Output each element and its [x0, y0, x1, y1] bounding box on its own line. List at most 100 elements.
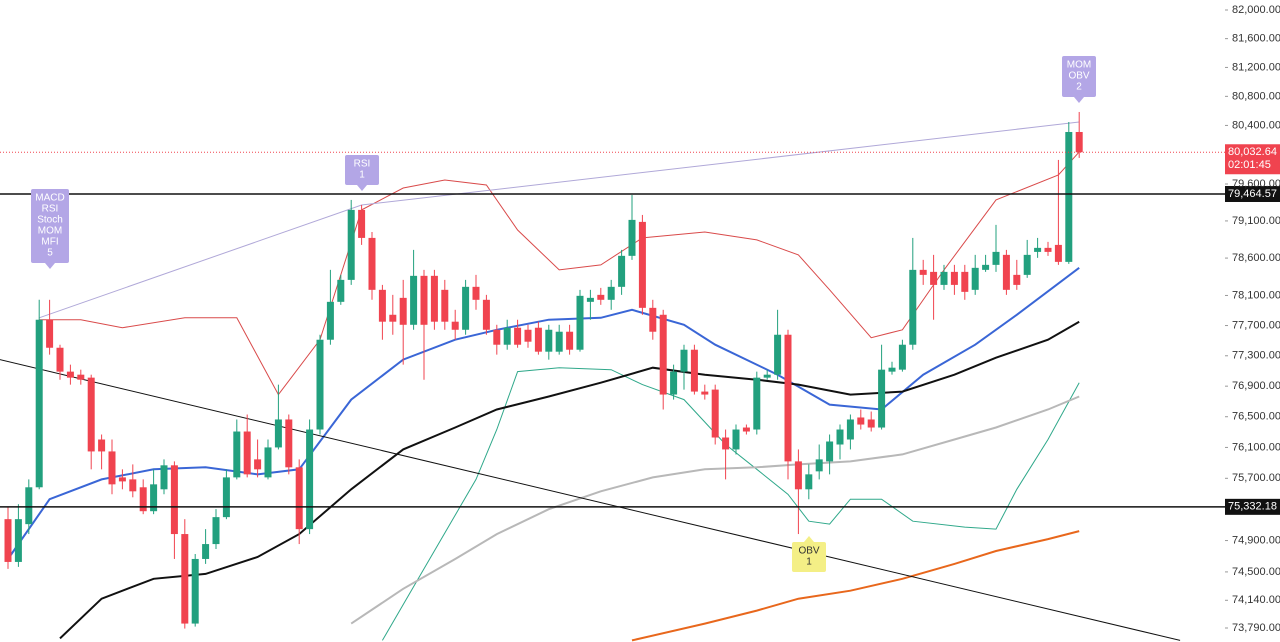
candle-body — [618, 255, 626, 287]
candle-body — [732, 429, 740, 450]
candle-body — [430, 275, 438, 322]
y-tick-label: 76,100.00 — [1232, 441, 1280, 453]
badge-pointer — [804, 536, 814, 542]
badge-text: RSI — [354, 159, 371, 170]
candle-body — [326, 301, 334, 340]
badge-text: 1 — [806, 557, 812, 568]
candle-body — [25, 487, 33, 525]
indicator-line — [59, 320, 1080, 640]
candle-body — [56, 347, 64, 372]
candle-body — [1034, 247, 1042, 252]
candle-body — [98, 439, 106, 452]
level-label: 75,332.18 — [1228, 501, 1277, 513]
candle-body — [66, 371, 74, 378]
candle-body — [826, 441, 834, 462]
candle-body — [815, 459, 823, 472]
last-price-label: 80,032.64 — [1228, 146, 1277, 158]
y-tick-label: 74,500.00 — [1232, 566, 1280, 578]
candle-body — [701, 391, 709, 395]
candle-body — [774, 334, 782, 375]
candle-body — [763, 374, 771, 378]
y-tick-label: 79,600.00 — [1232, 178, 1280, 190]
candle-body — [597, 294, 605, 300]
candle-body — [514, 327, 522, 345]
candle-body — [950, 271, 958, 285]
candle-body — [129, 479, 137, 492]
candle-body — [462, 286, 470, 330]
candle-body — [181, 534, 189, 624]
candle-body — [1013, 274, 1021, 285]
candle-body — [982, 264, 990, 270]
candle-body — [1023, 254, 1031, 275]
indicator-line — [381, 367, 1080, 641]
candle-body — [254, 459, 262, 470]
badge-text: Stoch — [37, 215, 63, 226]
badge-text: 2 — [1076, 82, 1082, 93]
candle-body — [264, 447, 272, 478]
candle-body — [420, 275, 428, 325]
candle-body — [1044, 247, 1052, 252]
candle-body — [451, 321, 459, 330]
candle-body — [77, 374, 85, 380]
candle-body — [690, 349, 698, 392]
y-tick-label: 76,500.00 — [1232, 411, 1280, 423]
level-tag — [1225, 498, 1280, 515]
badge-pointer — [357, 185, 367, 191]
candle-body — [961, 271, 969, 292]
candle-body — [493, 329, 501, 345]
candle-body — [649, 307, 657, 332]
candle-body — [1065, 131, 1073, 262]
candle-body — [14, 519, 22, 562]
candle-body — [46, 319, 54, 348]
candle-body — [441, 289, 449, 322]
badge-text: MFI — [41, 237, 58, 248]
candle-body — [170, 465, 178, 535]
candle-body — [4, 519, 12, 562]
candle-body — [222, 477, 230, 518]
indicator-line — [39, 151, 1080, 396]
candle-body — [805, 474, 813, 490]
candle-body — [212, 517, 220, 545]
candle-body — [150, 484, 158, 512]
candle-body — [399, 297, 407, 325]
candle-body — [482, 299, 490, 330]
candle-body — [202, 544, 210, 559]
level-label: 79,464.57 — [1228, 188, 1277, 200]
candle-body — [191, 558, 199, 624]
candle-body — [670, 371, 678, 395]
indicator-line — [7, 267, 1080, 560]
candle-body — [919, 269, 927, 275]
candle-body — [108, 451, 116, 485]
badge-text: OBV — [1068, 71, 1089, 82]
badge-text: 5 — [47, 248, 53, 259]
y-tick-label: 76,900.00 — [1232, 380, 1280, 392]
candle-body — [867, 419, 875, 428]
candle-body — [992, 251, 1000, 265]
candle-body — [389, 314, 397, 322]
candle-body — [358, 209, 366, 238]
candle-body — [472, 286, 480, 300]
candle-body — [139, 487, 147, 512]
y-tick-label: 73,790.00 — [1232, 622, 1280, 634]
indicator-line — [350, 395, 1080, 625]
candle-body — [784, 334, 792, 462]
candle-body — [878, 369, 886, 428]
candle-body — [888, 367, 896, 372]
indicator-line — [0, 359, 1181, 641]
y-tick-label: 79,100.00 — [1232, 215, 1280, 227]
candle-body — [233, 431, 241, 478]
y-tick-label: 78,600.00 — [1232, 252, 1280, 264]
candle-body — [503, 327, 511, 345]
candle-body — [1054, 244, 1062, 262]
candle-body — [87, 377, 95, 452]
candle-body — [368, 237, 376, 290]
candle-body — [930, 271, 938, 285]
y-tick-label: 81,200.00 — [1232, 61, 1280, 73]
badge-text: OBV — [798, 546, 819, 557]
badge-text: MACD — [35, 193, 64, 204]
